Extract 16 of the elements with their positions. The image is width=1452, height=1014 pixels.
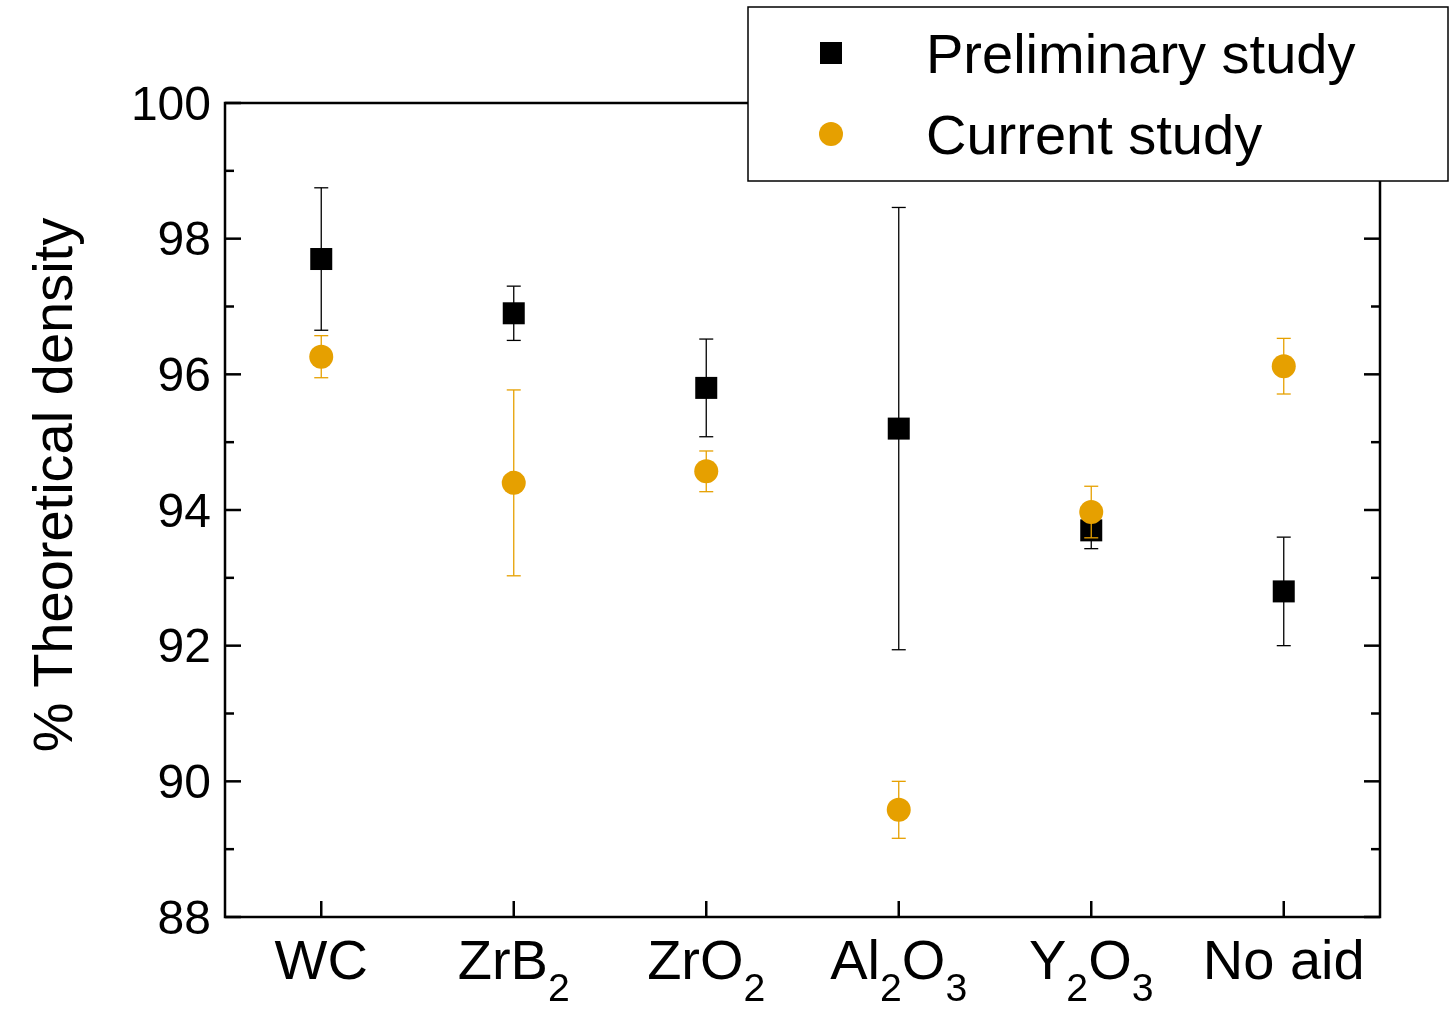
y-tick-label: 96 [157,348,211,402]
y-tick-label: 94 [157,483,211,537]
x-tick-label: Y$_{2}$O$_{3}$ [1028,928,1154,1009]
x-tick-label: ZrO$_{2}$ [647,928,766,1009]
x-tick-label: No aid [1202,928,1365,991]
y-tick-label: 88 [157,890,211,944]
legend-label: Preliminary study [926,21,1356,85]
y-tick-label: 98 [157,212,211,266]
y-tick-label: 90 [157,755,211,809]
x-tick-label: WC [274,928,368,991]
y-tick-label: 100 [130,76,211,130]
y-axis-title: % Theoretical density [21,217,84,753]
y-tick-label: 92 [157,619,211,673]
legend-label: Current study [926,102,1263,166]
x-tick-label: ZrB$_{2}$ [457,928,570,1009]
x-tick-label: Al$_{2}$O$_{3}$ [830,928,968,1009]
